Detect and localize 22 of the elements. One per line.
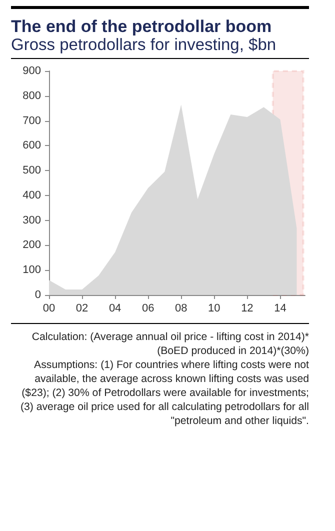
y-tick-label: 0 [34,289,41,301]
y-tick-label: 900 [22,65,41,77]
x-tick-label: 08 [175,302,188,314]
y-tick-label: 800 [22,90,41,102]
y-tick-label: 600 [22,140,41,152]
y-tick-label: 500 [22,164,41,177]
text: Calculation: (Average annual oil price - lifting cost in 2014)*(BoED produced in 2014)*(30%) [32,331,309,357]
x-tick-label: 14 [274,302,286,314]
text: Assumptions: (1) For countries where lifting costs were not available, the average across known lifting costs was used ($23); (2) 30% of Petrodollars were available for investments; (3) average oil price used for all calculating petrodollars for all "petroleum and other liquids". [19,358,309,428]
x-tick-label: 10 [208,302,220,314]
chart-title: The end of the petrodollar boom [11,17,273,36]
x-tick-label: 00 [42,302,56,314]
x-tick-label: 02 [76,302,88,314]
y-tick-label: 100 [22,264,41,276]
chart-subtitle: Gross petrodollars for investing, $bn [11,36,278,55]
x-tick-label: 12 [241,302,254,314]
y-tick-label: 700 [22,114,41,127]
x-tick-label: 06 [142,302,154,314]
y-tick-label: 400 [22,189,41,202]
x-tick-label: 04 [108,302,122,314]
y-tick-label: 200 [22,239,41,252]
y-tick-label: 300 [22,214,41,226]
